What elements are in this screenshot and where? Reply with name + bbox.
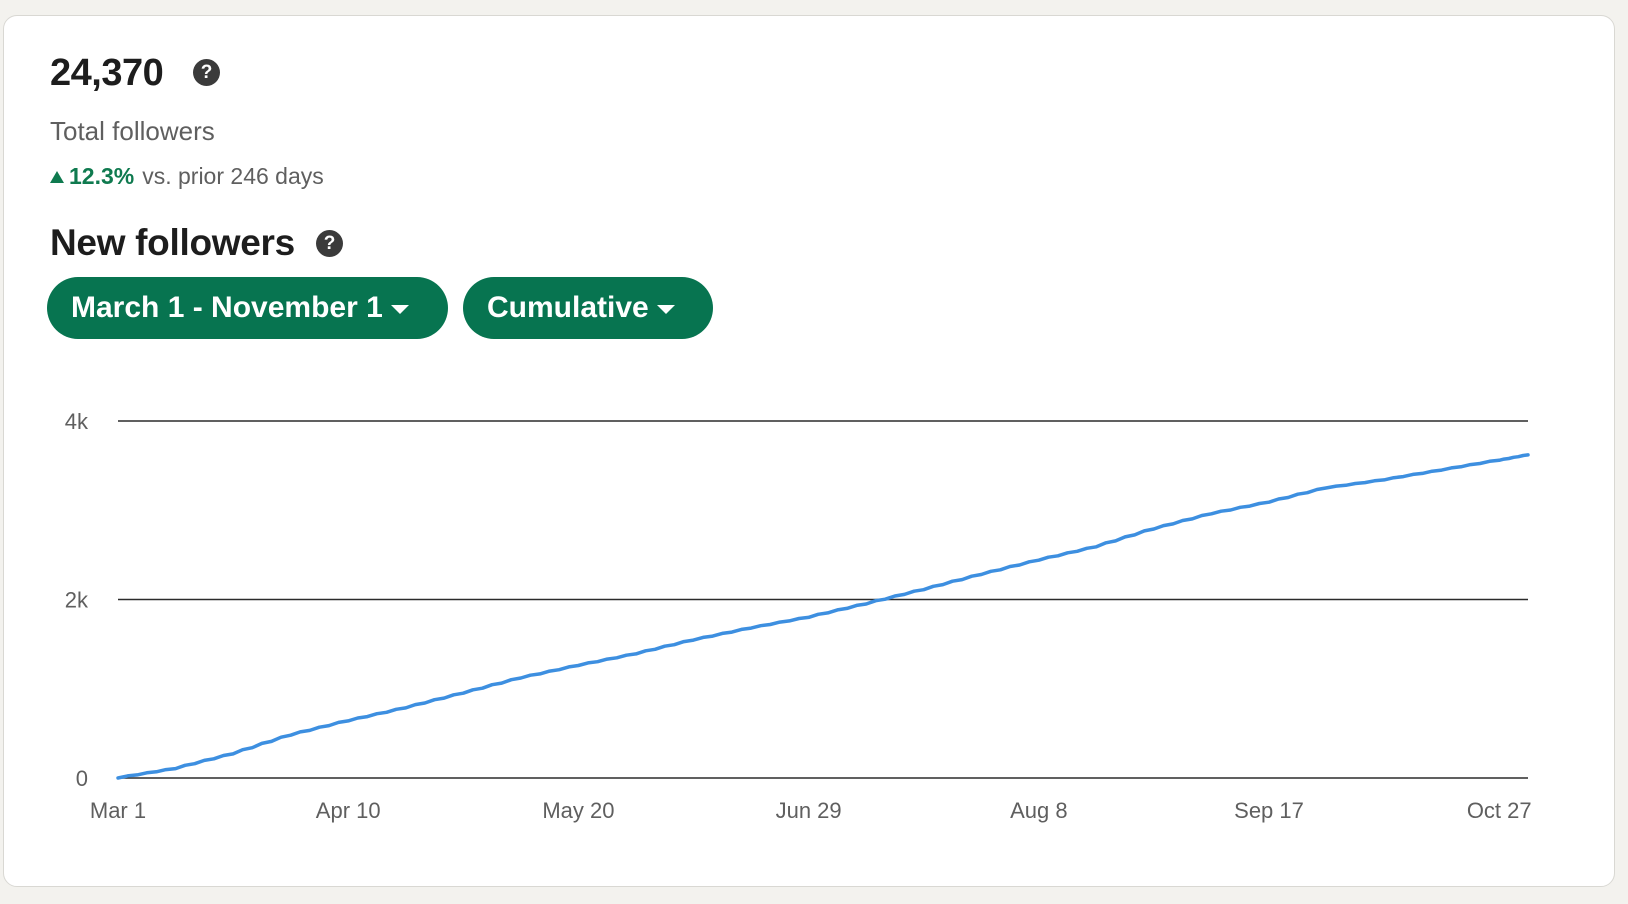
trend-up-icon [50, 170, 64, 183]
view-mode-label: Cumulative [487, 291, 649, 324]
x-tick-label: Oct 27 [1467, 798, 1532, 823]
trend-indicator: 12.3% vs. prior 246 days [50, 163, 324, 190]
total-followers-value: 24,370 [50, 52, 164, 94]
series-line [116, 453, 1530, 780]
trend-percentage: 12.3% [69, 163, 135, 189]
x-tick-label: Jun 29 [776, 798, 842, 823]
caret-down-icon [656, 304, 675, 314]
y-tick-label: 4k [65, 409, 89, 434]
help-icon[interactable]: ? [316, 230, 343, 257]
y-tick-label: 0 [76, 766, 88, 791]
trend-comparison-text: vs. prior 246 days [142, 163, 324, 189]
x-tick-label: Mar 1 [90, 798, 146, 823]
view-mode-dropdown[interactable]: Cumulative [463, 277, 713, 339]
y-tick-label: 2k [65, 588, 89, 613]
x-tick-label: Sep 17 [1234, 798, 1304, 823]
x-tick-label: Aug 8 [1010, 798, 1068, 823]
total-followers-label: Total followers [50, 116, 215, 146]
section-title: New followers [50, 222, 295, 263]
date-range-label: March 1 - November 1 [71, 291, 383, 324]
x-tick-label: Apr 10 [316, 798, 381, 823]
x-tick-label: May 20 [542, 798, 614, 823]
help-icon[interactable]: ? [193, 59, 220, 86]
caret-down-icon [390, 304, 409, 314]
date-range-dropdown[interactable]: March 1 - November 1 [47, 277, 448, 339]
